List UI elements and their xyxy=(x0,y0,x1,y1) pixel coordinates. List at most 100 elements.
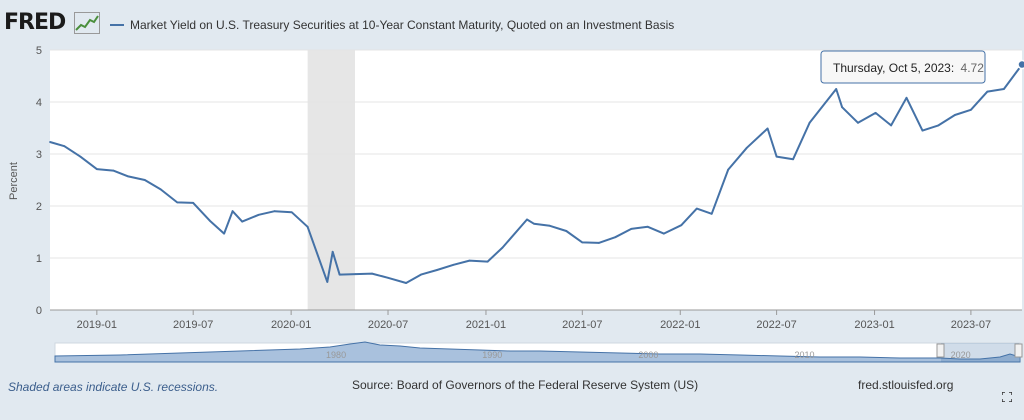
data-point[interactable] xyxy=(526,218,528,221)
data-point[interactable] xyxy=(630,227,633,230)
gridlines xyxy=(50,49,1022,311)
data-point[interactable] xyxy=(986,90,989,93)
data-point[interactable] xyxy=(95,168,98,170)
fred-logo[interactable]: FRED xyxy=(4,10,66,35)
data-point[interactable] xyxy=(954,114,956,116)
data-point[interactable] xyxy=(808,121,811,124)
data-point[interactable] xyxy=(143,179,146,181)
tooltip-value: 4.72 xyxy=(961,61,985,75)
x-tick-label: 2022-01 xyxy=(660,319,700,331)
data-point[interactable] xyxy=(354,273,357,276)
y-tick-label: 5 xyxy=(36,45,42,57)
y-tick-label: 1 xyxy=(36,253,42,265)
data-point[interactable] xyxy=(662,232,665,235)
data-points xyxy=(49,63,1023,284)
data-point[interactable] xyxy=(874,112,877,114)
navigator[interactable]: 1980 1990 2000 2010 2020 xyxy=(54,341,1023,363)
svg-text:Thursday, Oct 5, 2023: 4: Thursday, Oct 5, 2023: 4.72 xyxy=(833,61,984,75)
data-point[interactable] xyxy=(176,201,179,204)
data-point[interactable] xyxy=(192,201,195,204)
data-point[interactable] xyxy=(468,259,471,262)
navigator-handle-left[interactable] xyxy=(936,343,945,358)
y-tick-label: 0 xyxy=(36,305,42,317)
data-point[interactable] xyxy=(775,155,778,158)
data-point[interactable] xyxy=(486,260,489,263)
data-point[interactable] xyxy=(745,146,748,149)
data-point[interactable] xyxy=(241,220,244,223)
data-point[interactable] xyxy=(338,273,341,276)
chart-legend[interactable]: Market Yield on U.S. Treasury Securities… xyxy=(110,18,674,32)
hover-marker xyxy=(1017,59,1024,70)
x-tick-label: 2021-07 xyxy=(562,319,602,331)
data-point[interactable] xyxy=(326,281,329,283)
data-point[interactable] xyxy=(290,211,293,214)
data-point[interactable] xyxy=(159,188,162,191)
y-tick-label: 3 xyxy=(36,149,42,161)
y-axis-label: Percent xyxy=(8,162,20,200)
x-tick-label: 2019-07 xyxy=(173,319,213,331)
data-point[interactable] xyxy=(452,263,455,266)
data-point[interactable] xyxy=(548,224,551,227)
data-point[interactable] xyxy=(79,155,82,158)
x-tick-label: 2019-01 xyxy=(77,319,117,331)
data-point[interactable] xyxy=(835,88,838,90)
data-point[interactable] xyxy=(614,236,617,239)
data-point[interactable] xyxy=(857,121,859,124)
data-point[interactable] xyxy=(420,273,422,276)
data-point[interactable] xyxy=(127,175,130,178)
data-point[interactable] xyxy=(273,210,276,213)
data-point[interactable] xyxy=(565,230,568,232)
x-axis-ticks: 2019-01 2019-07 2020-01 2020-07 2021-01 2021-… xyxy=(50,309,1022,331)
navigator-handle-right[interactable] xyxy=(1014,343,1023,358)
data-point[interactable] xyxy=(208,219,211,222)
data-point[interactable] xyxy=(792,158,795,161)
data-point[interactable] xyxy=(405,282,408,284)
navigator-tick-label: 2010 xyxy=(794,350,814,360)
data-point[interactable] xyxy=(597,242,600,244)
data-point[interactable] xyxy=(841,106,843,109)
recession-note: Shaded areas indicate U.S. recessions. xyxy=(8,380,219,394)
data-point[interactable] xyxy=(680,224,683,227)
x-tick-label: 2020-07 xyxy=(368,319,408,331)
data-point[interactable] xyxy=(937,124,940,127)
data-point[interactable] xyxy=(371,272,373,275)
data-point[interactable] xyxy=(969,108,972,111)
tooltip-date: Thursday, Oct 5, 2023: xyxy=(833,61,954,75)
data-point[interactable] xyxy=(63,145,66,148)
data-point[interactable] xyxy=(710,212,713,215)
data-point[interactable] xyxy=(890,124,892,127)
data-point[interactable] xyxy=(387,276,389,279)
data-point[interactable] xyxy=(766,127,769,130)
data-point[interactable] xyxy=(581,241,584,244)
recession-band xyxy=(307,50,356,310)
data-point[interactable] xyxy=(905,96,908,99)
data-point[interactable] xyxy=(436,269,438,271)
header: FRED Market Yield on U.S. Treasury Secur… xyxy=(0,0,1024,44)
fullscreen-icon[interactable] xyxy=(1002,392,1012,402)
site-link[interactable]: fred.stlouisfed.org xyxy=(858,378,954,392)
data-point[interactable] xyxy=(727,168,730,171)
data-point[interactable] xyxy=(112,169,115,172)
data-point[interactable] xyxy=(306,225,309,228)
y-tick-label: 2 xyxy=(36,201,42,213)
navigator-selection[interactable] xyxy=(941,343,1019,362)
navigator-tick-label: 2000 xyxy=(638,350,658,360)
data-point[interactable] xyxy=(646,225,649,228)
data-point[interactable] xyxy=(223,232,225,235)
data-point[interactable] xyxy=(532,222,535,225)
data-point[interactable] xyxy=(49,141,51,143)
legend-swatch xyxy=(110,24,124,26)
data-point[interactable] xyxy=(331,250,334,253)
data-point[interactable] xyxy=(257,213,260,216)
tooltip: Thursday, Oct 5, 2023: 4.72 xyxy=(820,50,986,84)
data-point[interactable] xyxy=(695,207,698,210)
fred-graph-icon xyxy=(74,12,100,34)
series-line[interactable] xyxy=(49,64,1023,284)
source-note: Source: Board of Governors of the Federa… xyxy=(352,378,699,392)
data-point[interactable] xyxy=(1003,88,1005,90)
data-point[interactable] xyxy=(921,129,924,132)
data-point[interactable] xyxy=(231,210,234,213)
data-point[interactable] xyxy=(501,246,504,249)
x-tick-label: 2020-01 xyxy=(271,319,311,331)
